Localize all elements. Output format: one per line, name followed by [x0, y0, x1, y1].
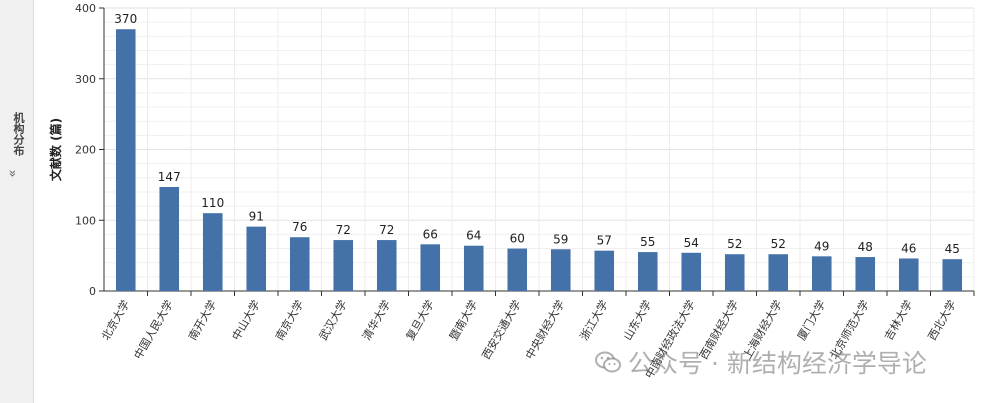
side-panel-tab[interactable]: 机构分布 » — [0, 0, 34, 403]
side-panel-label: 机构分布 — [12, 112, 25, 156]
bar — [246, 226, 267, 291]
bar — [681, 252, 702, 291]
y-axis-label: 文献数 (篇) — [48, 118, 63, 181]
y-tick-label: 400 — [75, 2, 96, 15]
watermark-text: 公众号 · 新结构经济学导论 — [628, 349, 927, 378]
bar — [898, 258, 919, 291]
data-label: 48 — [858, 240, 873, 254]
data-label: 91 — [249, 210, 264, 224]
watermark: 公众号 · 新结构经济学导论 — [594, 344, 927, 380]
bar — [115, 29, 136, 291]
x-tick-label: 北京大学 — [98, 298, 132, 343]
x-tick-label: 清华大学 — [359, 298, 393, 343]
data-label: 52 — [771, 237, 786, 251]
data-label: 110 — [201, 196, 224, 210]
bar — [942, 259, 963, 291]
x-tick-label: 厦门大学 — [794, 298, 828, 343]
data-label: 72 — [336, 223, 351, 237]
data-label: 59 — [553, 232, 568, 246]
bar — [724, 254, 745, 291]
bar — [420, 244, 441, 291]
bar — [333, 240, 354, 291]
bar — [376, 240, 397, 291]
bar — [637, 252, 658, 291]
data-label: 57 — [597, 234, 612, 248]
y-tick-label: 0 — [89, 285, 96, 298]
data-label: 45 — [945, 242, 960, 256]
x-tick-label: 西安交通大学 — [479, 298, 524, 362]
bar — [550, 249, 571, 291]
expand-arrow-icon[interactable]: » — [4, 169, 20, 178]
bar — [463, 245, 484, 291]
x-tick-label: 山东大学 — [620, 298, 654, 343]
data-label: 72 — [379, 223, 394, 237]
data-label: 54 — [684, 236, 699, 250]
data-label: 55 — [640, 235, 655, 249]
x-tick-label: 武汉大学 — [316, 298, 350, 343]
x-tick-label: 复旦大学 — [403, 298, 437, 343]
x-tick-label: 西北大学 — [925, 298, 959, 343]
data-label: 46 — [901, 241, 916, 255]
data-label: 76 — [292, 220, 307, 234]
x-tick-label: 中央财经大学 — [522, 298, 567, 362]
x-tick-label: 南开大学 — [185, 298, 219, 343]
x-tick-label: 中国人民大学 — [131, 298, 176, 362]
data-label: 60 — [510, 232, 525, 246]
x-tick-label: 中山大学 — [229, 298, 263, 343]
bar — [594, 250, 615, 291]
x-tick-label: 南京大学 — [272, 298, 306, 343]
bar — [855, 257, 876, 291]
y-tick-label: 100 — [75, 214, 96, 227]
bar — [811, 256, 832, 291]
bar — [768, 254, 789, 291]
y-tick-label: 200 — [75, 144, 96, 157]
y-tick-label: 300 — [75, 73, 96, 86]
data-label: 64 — [466, 229, 481, 243]
bar — [507, 248, 528, 291]
bar — [159, 186, 180, 291]
bar-chart: 0 100 200 300 400 文献数 (篇) 370 北京大学 147 中国人民大学 110 南… — [48, 2, 975, 381]
data-label: 49 — [814, 239, 829, 253]
wechat-icon — [595, 351, 621, 373]
x-tick-label: 暨南大学 — [446, 298, 480, 343]
data-label: 147 — [158, 170, 181, 184]
bar — [289, 237, 310, 291]
x-tick-label: 浙江大学 — [577, 298, 611, 343]
bar — [202, 213, 223, 291]
x-tick-label: 吉林大学 — [881, 298, 915, 343]
data-label: 52 — [727, 237, 742, 251]
data-label: 370 — [114, 12, 137, 26]
data-label: 66 — [423, 227, 438, 241]
